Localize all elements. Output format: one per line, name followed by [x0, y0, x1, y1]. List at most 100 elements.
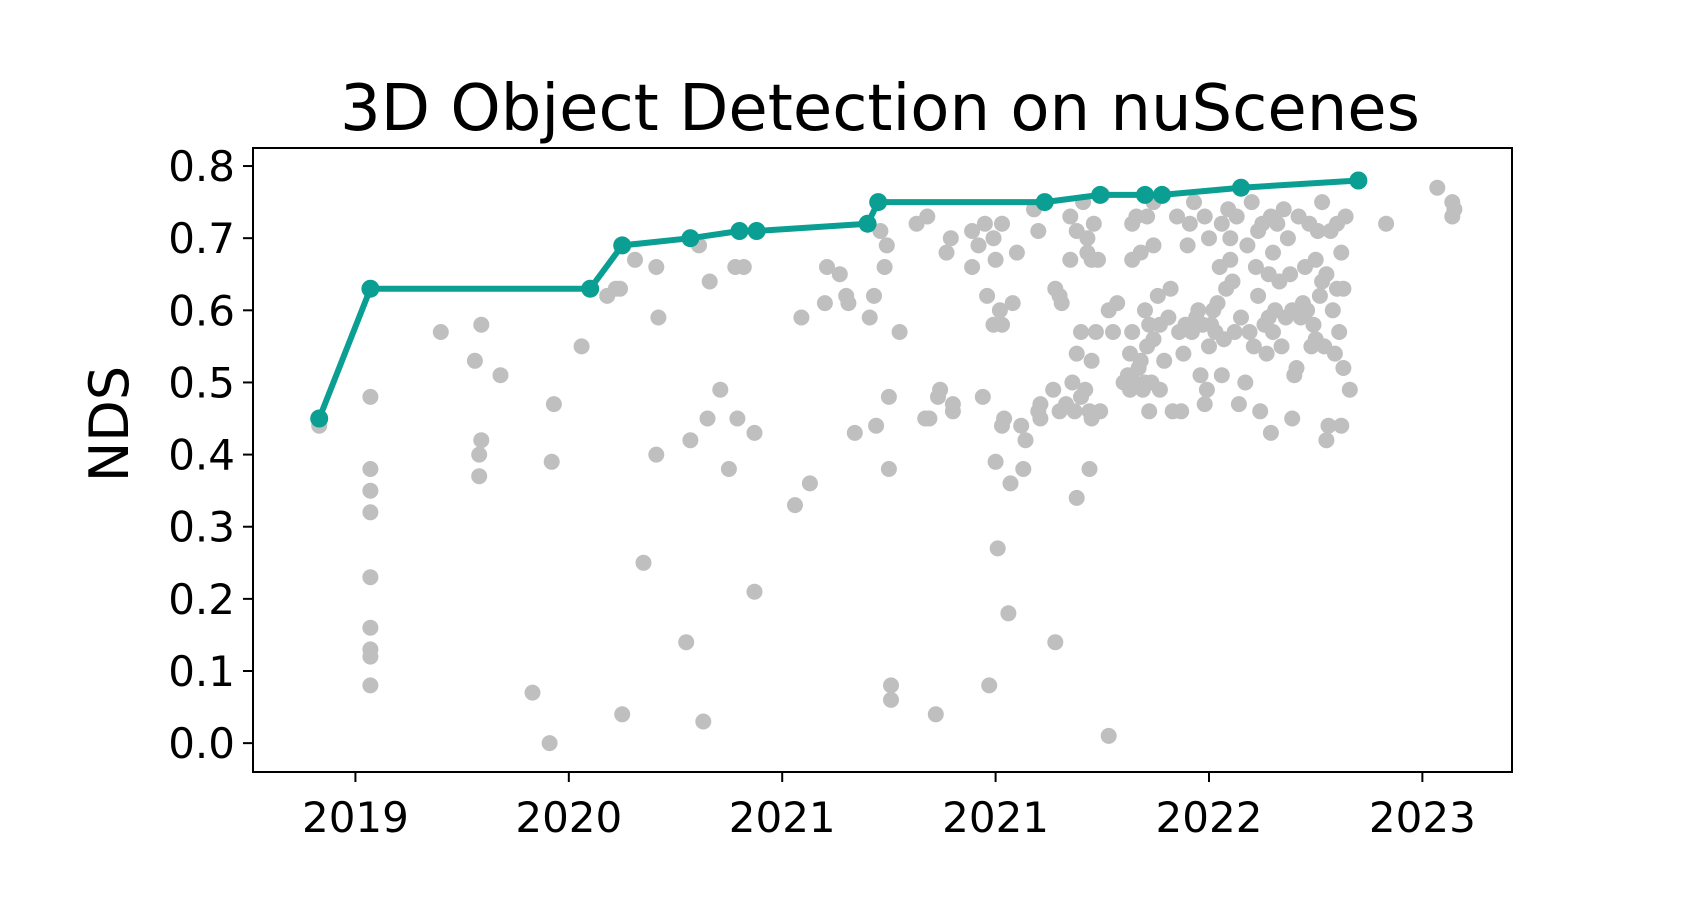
scatter-point — [927, 706, 944, 723]
scatter-point — [989, 540, 1006, 557]
scatter-point — [492, 367, 509, 384]
scatter-point — [746, 424, 763, 441]
scatter-point — [362, 482, 379, 499]
scatter-point — [964, 259, 981, 275]
scatter-point — [1241, 324, 1258, 340]
scatter-point — [1030, 223, 1047, 239]
scatter-point — [1090, 251, 1106, 268]
scatter-point — [473, 432, 490, 449]
scatter-point — [1008, 244, 1025, 261]
scatter-point — [861, 309, 878, 326]
scatter-point — [1239, 237, 1256, 254]
scatter-point — [1237, 374, 1254, 391]
scatter-point — [1196, 396, 1213, 413]
scatter-point — [720, 461, 737, 477]
scatter-point — [1160, 309, 1177, 326]
scatter-point — [819, 259, 835, 275]
scatter-point — [1124, 324, 1141, 340]
x-tick-label: 2019 — [302, 793, 409, 842]
scatter-point — [1252, 403, 1269, 420]
scatter-point — [541, 735, 558, 752]
scatter-point — [1092, 403, 1109, 420]
scatter-point — [650, 309, 667, 326]
scatter-point — [801, 475, 818, 492]
y-tick-label: 0.0 — [168, 719, 235, 768]
scatter-point — [1337, 208, 1354, 225]
scatter-point — [362, 619, 379, 636]
scatter-point — [996, 410, 1013, 427]
chart-title: 3D Object Detection on nuScenes — [340, 72, 1420, 146]
scatter-point — [942, 230, 959, 247]
scatter-point — [1083, 352, 1100, 369]
scatter-point — [729, 410, 746, 427]
scatter-point — [573, 338, 590, 355]
scatter-point — [1318, 432, 1335, 449]
scatter-point — [1282, 266, 1299, 283]
scatter-point — [1335, 280, 1352, 297]
scatter-point — [545, 396, 562, 413]
scatter-point — [1279, 230, 1296, 247]
scatter-point — [1053, 295, 1070, 312]
scatter-point — [1213, 367, 1230, 384]
scatter-point — [964, 223, 981, 239]
scatter-point — [1311, 287, 1328, 304]
x-tick-label: 2022 — [1156, 793, 1263, 842]
scatter-point — [1032, 396, 1049, 413]
scatter-point — [1265, 324, 1281, 340]
scatter-point — [712, 381, 729, 398]
scatter-point — [1341, 381, 1358, 398]
scatter-point — [1085, 215, 1102, 232]
scatter-point — [1169, 208, 1185, 225]
scatter-point — [1446, 201, 1463, 218]
scatter-point — [627, 251, 643, 268]
y-axis-label: NDS — [78, 366, 141, 482]
scatter-point — [793, 309, 810, 326]
scatter-point — [1326, 345, 1343, 362]
scatter-point — [1258, 345, 1275, 362]
scatter-point — [1299, 302, 1316, 319]
scatter-point — [1045, 381, 1062, 398]
scatter-point — [1149, 287, 1166, 304]
scatter-point — [1333, 244, 1350, 261]
scatter-point — [1230, 396, 1247, 413]
scatter-point — [1017, 432, 1034, 449]
scatter-point — [1429, 179, 1446, 196]
y-tick-label: 0.1 — [168, 647, 235, 696]
scatter-point — [1145, 237, 1162, 254]
scatter-point — [921, 410, 938, 427]
scatter-point — [1139, 208, 1156, 225]
axes-layer: 0.0 0.1 0.2 0.3 0.4 0.5 0.6 0.7 0.8 2019 2020 2021 2… — [168, 142, 1513, 842]
frontier-point — [310, 409, 329, 428]
scatter-point — [1226, 324, 1243, 340]
scatter-point — [979, 287, 996, 304]
frontier-point — [1349, 171, 1368, 190]
scatter-point — [1000, 605, 1017, 622]
scatter-point — [1288, 360, 1305, 376]
scatter-point — [1186, 194, 1202, 211]
scatter-point — [872, 223, 889, 239]
frontier-point — [747, 222, 766, 240]
scatter-point — [970, 237, 987, 254]
x-tick-label: 2021 — [942, 793, 1049, 842]
scatter-point — [1179, 237, 1196, 254]
scatter-point — [1181, 215, 1198, 232]
scatter-point — [1309, 223, 1326, 239]
scatter-point — [648, 259, 665, 275]
scatter-point — [1224, 273, 1241, 290]
scatter-point — [1305, 316, 1322, 333]
scatter-point — [880, 461, 897, 477]
scatter-point — [1079, 230, 1096, 247]
scatter-point — [1324, 302, 1341, 319]
y-tick-label: 0.6 — [168, 286, 235, 335]
scatter-point — [1192, 367, 1209, 384]
scatter-point — [1262, 424, 1279, 441]
scatter-point — [1162, 280, 1179, 297]
scatter-point — [471, 468, 488, 485]
scatter-point — [362, 648, 379, 665]
scatter-point — [1151, 381, 1168, 398]
scatter-point — [831, 266, 848, 283]
scatter-point — [987, 251, 1004, 268]
scatter-point — [1145, 331, 1162, 348]
scatter-point — [1245, 338, 1262, 355]
